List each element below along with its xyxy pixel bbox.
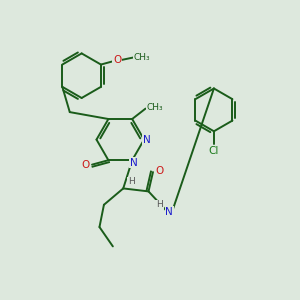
Text: N: N [130, 158, 137, 168]
Text: O: O [81, 160, 90, 170]
Text: CH₃: CH₃ [134, 52, 150, 62]
Text: O: O [113, 55, 122, 65]
Text: H: H [128, 177, 135, 186]
Text: O: O [155, 166, 164, 176]
Text: H: H [156, 200, 163, 209]
Text: N: N [165, 207, 173, 217]
Text: Cl: Cl [209, 146, 219, 156]
Text: N: N [142, 135, 150, 145]
Text: CH₃: CH₃ [147, 103, 164, 112]
